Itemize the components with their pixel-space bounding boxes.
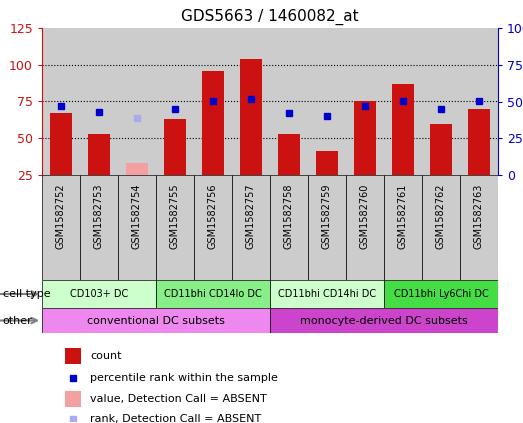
Text: CD11bhi CD14hi DC: CD11bhi CD14hi DC — [278, 289, 376, 299]
Text: GSM1582760: GSM1582760 — [360, 184, 370, 249]
Bar — [194, 175, 232, 280]
Text: monocyte-derived DC subsets: monocyte-derived DC subsets — [300, 316, 468, 326]
Text: GSM1582763: GSM1582763 — [474, 184, 484, 249]
Bar — [232, 28, 270, 175]
Bar — [270, 28, 308, 175]
Text: CD11bhi CD14lo DC: CD11bhi CD14lo DC — [164, 289, 262, 299]
Bar — [42, 280, 156, 308]
Bar — [201, 71, 224, 175]
Text: GSM1582758: GSM1582758 — [284, 184, 294, 249]
Bar — [65, 349, 81, 364]
Bar — [422, 175, 460, 280]
Bar — [156, 28, 194, 175]
Bar — [156, 175, 194, 280]
Text: GSM1582761: GSM1582761 — [398, 184, 408, 249]
Text: GSM1582752: GSM1582752 — [56, 184, 66, 249]
Bar — [240, 59, 263, 175]
Bar — [460, 28, 498, 175]
Bar — [87, 134, 110, 175]
Bar — [308, 28, 346, 175]
Text: GSM1582756: GSM1582756 — [208, 184, 218, 249]
Bar — [156, 280, 270, 308]
Text: cell type: cell type — [3, 289, 50, 299]
Text: other: other — [3, 316, 32, 326]
Bar — [308, 175, 346, 280]
Text: GSM1582753: GSM1582753 — [94, 184, 104, 249]
Text: GSM1582762: GSM1582762 — [436, 184, 446, 249]
Bar — [346, 28, 384, 175]
Text: GSM1582755: GSM1582755 — [170, 184, 180, 249]
Text: value, Detection Call = ABSENT: value, Detection Call = ABSENT — [90, 394, 267, 404]
Title: GDS5663 / 1460082_at: GDS5663 / 1460082_at — [181, 9, 359, 25]
Bar — [384, 28, 422, 175]
Bar — [384, 175, 422, 280]
Bar — [232, 175, 270, 280]
Bar — [80, 28, 118, 175]
Bar — [42, 28, 80, 175]
Bar — [392, 84, 414, 175]
Bar — [468, 109, 491, 175]
Bar — [270, 308, 498, 333]
Bar — [42, 175, 80, 280]
Text: percentile rank within the sample: percentile rank within the sample — [90, 373, 278, 382]
Bar — [315, 151, 338, 175]
Bar — [118, 28, 156, 175]
Bar — [270, 280, 384, 308]
Bar — [270, 175, 308, 280]
Bar — [42, 308, 270, 333]
Text: count: count — [90, 351, 122, 361]
Text: CD11bhi Ly6Chi DC: CD11bhi Ly6Chi DC — [394, 289, 488, 299]
Bar — [429, 124, 452, 175]
Text: GSM1582754: GSM1582754 — [132, 184, 142, 249]
Bar — [422, 28, 460, 175]
Bar — [354, 102, 377, 175]
Text: rank, Detection Call = ABSENT: rank, Detection Call = ABSENT — [90, 414, 262, 423]
Text: GSM1582757: GSM1582757 — [246, 184, 256, 249]
Bar — [194, 28, 232, 175]
Text: CD103+ DC: CD103+ DC — [70, 289, 128, 299]
Bar — [278, 134, 300, 175]
Bar — [460, 175, 498, 280]
Bar — [80, 175, 118, 280]
Bar — [346, 175, 384, 280]
Bar — [118, 175, 156, 280]
Bar — [164, 119, 186, 175]
Text: GSM1582759: GSM1582759 — [322, 184, 332, 249]
Bar — [50, 113, 72, 175]
Bar — [384, 280, 498, 308]
Bar — [126, 163, 149, 175]
Text: conventional DC subsets: conventional DC subsets — [87, 316, 225, 326]
Bar — [65, 391, 81, 407]
